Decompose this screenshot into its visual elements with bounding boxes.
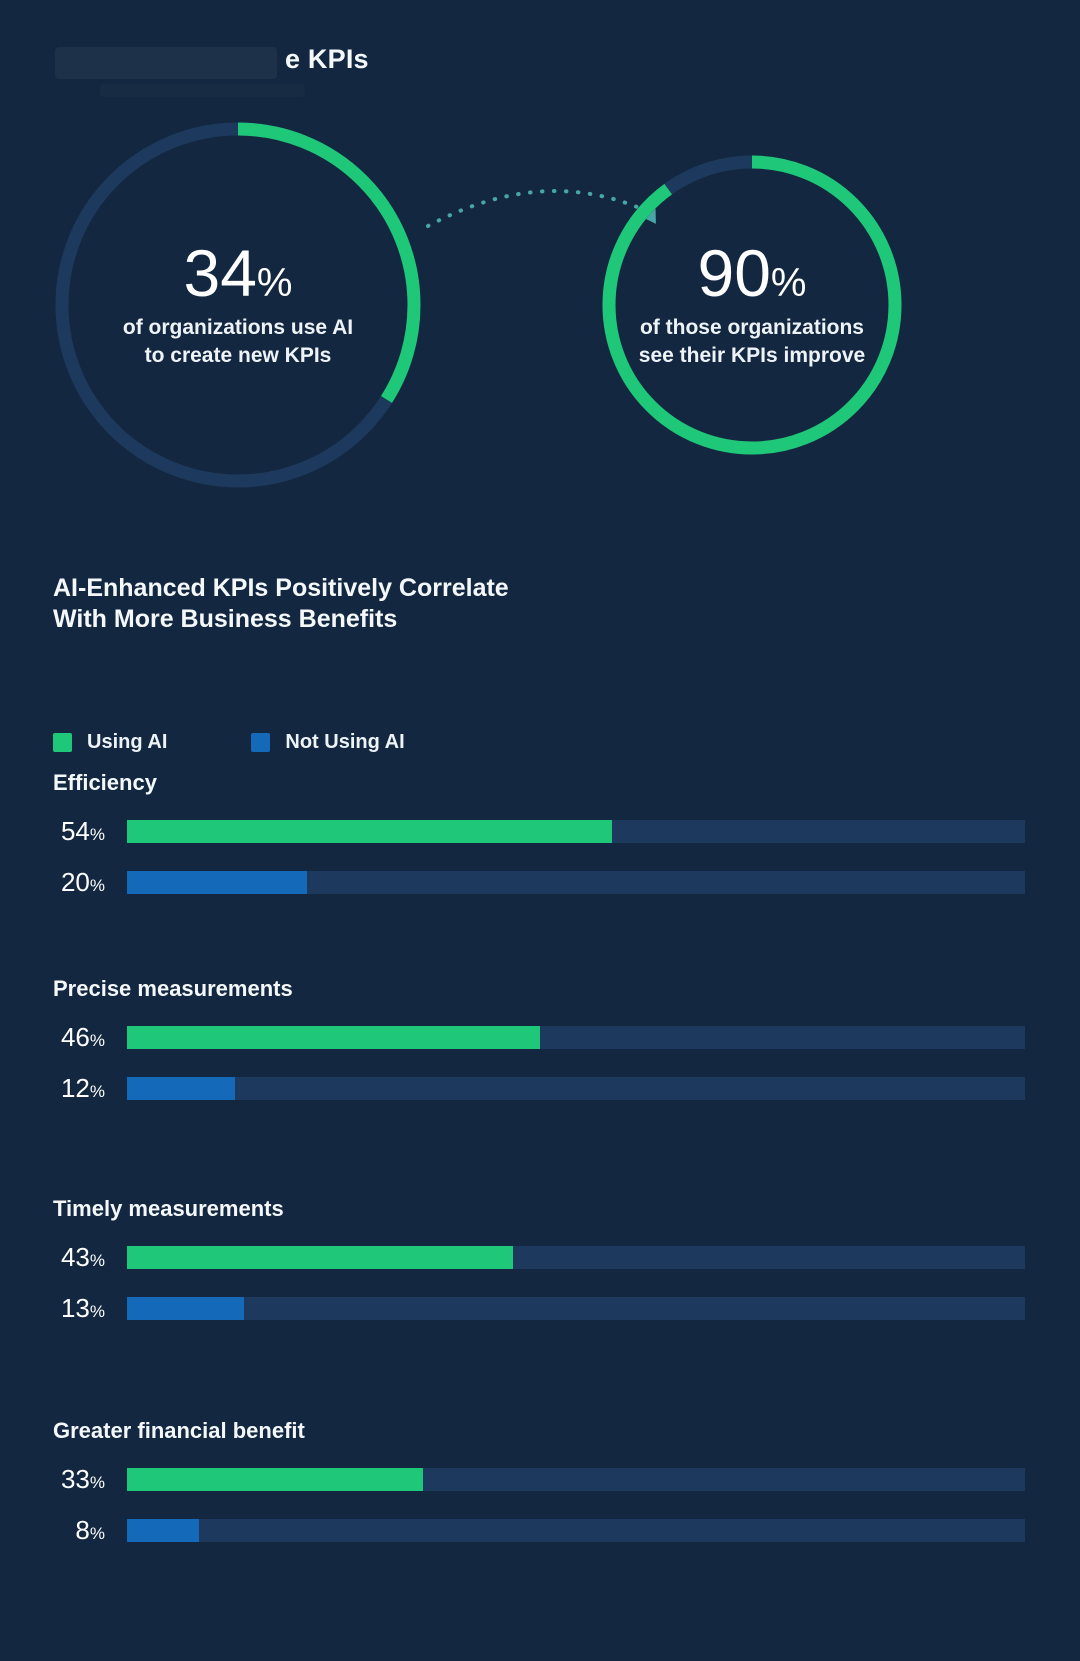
bar-groups: Efficiency 54% 20% Precise measurements 46% 1… xyxy=(53,770,1025,1546)
legend-item-using-ai: Using AI xyxy=(53,731,167,754)
stat-number: 90 xyxy=(697,236,771,311)
section-title-line2: With More Business Benefits xyxy=(53,605,398,633)
stat-value: 90% xyxy=(639,240,865,306)
legend-swatch-using-ai xyxy=(53,733,72,752)
faded-title-ghost-small xyxy=(100,84,305,97)
donut-kpis-improve: 90% of those organizations see their KPI… xyxy=(602,155,902,455)
bar-value-label: 8% xyxy=(75,1515,105,1545)
category-label: Precise measurements xyxy=(53,976,293,1001)
bar-track xyxy=(127,1077,1025,1100)
bar-row: 43% xyxy=(53,1242,1025,1273)
bar-track xyxy=(127,1246,1025,1269)
donut-center: 90% of those organizations see their KPI… xyxy=(639,240,865,369)
bar-fill-not-using-ai xyxy=(127,1297,244,1320)
donut-ring xyxy=(602,155,902,455)
donut-ring-value-arc xyxy=(602,155,902,455)
legend-swatch-not-using-ai xyxy=(251,733,271,752)
bar-value-label: 33% xyxy=(60,1464,105,1494)
stat-caption: of organizations use AI to create new KP… xyxy=(122,316,354,367)
category-label: Timely measurements xyxy=(53,1196,284,1221)
bar-group: Timely measurements 43% 13% xyxy=(53,1196,1025,1324)
bar-track xyxy=(127,1026,1025,1049)
donut-section: e KPIs 34% of organizations use AI to cr… xyxy=(0,0,1080,535)
stat-unit: % xyxy=(770,261,807,306)
bar-track xyxy=(127,1519,1025,1542)
bar-track xyxy=(127,1297,1025,1320)
stat-caption: of those organizations see their KPIs im… xyxy=(638,316,866,367)
bar-row: 13% xyxy=(53,1293,1025,1324)
bar-value-label: 43% xyxy=(60,1242,105,1272)
bar-row: 33% xyxy=(53,1464,1025,1495)
bar-fill-using-ai xyxy=(127,1468,424,1491)
bar-fill-not-using-ai xyxy=(127,1519,199,1542)
bar-fill-not-using-ai xyxy=(127,1077,235,1100)
bar-fill-using-ai xyxy=(127,820,612,843)
bar-fill-not-using-ai xyxy=(127,871,307,894)
stat-unit: % xyxy=(256,261,293,306)
section-title: AI-Enhanced KPIs Positively Correlate Wi… xyxy=(53,573,1025,635)
bar-row: 12% xyxy=(53,1073,1025,1104)
donut-center: 34% of organizations use AI to create ne… xyxy=(123,240,353,369)
bar-row: 8% xyxy=(53,1515,1025,1546)
faded-title-ghost xyxy=(55,47,277,79)
section-title-line1: AI-Enhanced KPIs Positively Correlate xyxy=(53,574,509,602)
bar-group: Greater financial benefit 33% 8% xyxy=(53,1418,1025,1546)
bar-fill-using-ai xyxy=(127,1246,514,1269)
bar-chart-section: AI-Enhanced KPIs Positively Correlate Wi… xyxy=(0,573,1080,1546)
category-label: Greater financial benefit xyxy=(53,1418,305,1443)
bar-track xyxy=(127,820,1025,843)
donut-ai-kpi-adoption: 34% of organizations use AI to create ne… xyxy=(55,122,421,488)
bar-row: 46% xyxy=(53,1022,1025,1053)
bar-track xyxy=(127,1468,1025,1491)
donut-ring xyxy=(55,122,421,488)
bar-track xyxy=(127,871,1025,894)
page-title: e KPIs xyxy=(285,44,369,74)
legend-label: Not Using AI xyxy=(285,731,405,753)
donut-ring-value-arc xyxy=(55,122,421,488)
bar-fill-using-ai xyxy=(127,1026,541,1049)
category-label: Efficiency xyxy=(53,770,157,795)
legend-item-not-using-ai: Not Using AI xyxy=(251,731,405,754)
stat-number: 34 xyxy=(183,236,257,311)
bar-value-label: 54% xyxy=(60,816,105,846)
stat-value: 34% xyxy=(123,240,353,306)
bar-value-label: 12% xyxy=(60,1073,105,1103)
bar-group: Precise measurements 46% 12% xyxy=(53,976,1025,1104)
bar-value-label: 20% xyxy=(60,867,105,897)
bar-row: 20% xyxy=(53,867,1025,898)
bar-group: Efficiency 54% 20% xyxy=(53,770,1025,898)
legend-label: Using AI xyxy=(87,731,168,753)
bar-value-label: 46% xyxy=(60,1022,105,1052)
bar-row: 54% xyxy=(53,816,1025,847)
legend: Using AI Not Using AI xyxy=(53,731,1025,754)
bar-value-label: 13% xyxy=(60,1293,105,1323)
